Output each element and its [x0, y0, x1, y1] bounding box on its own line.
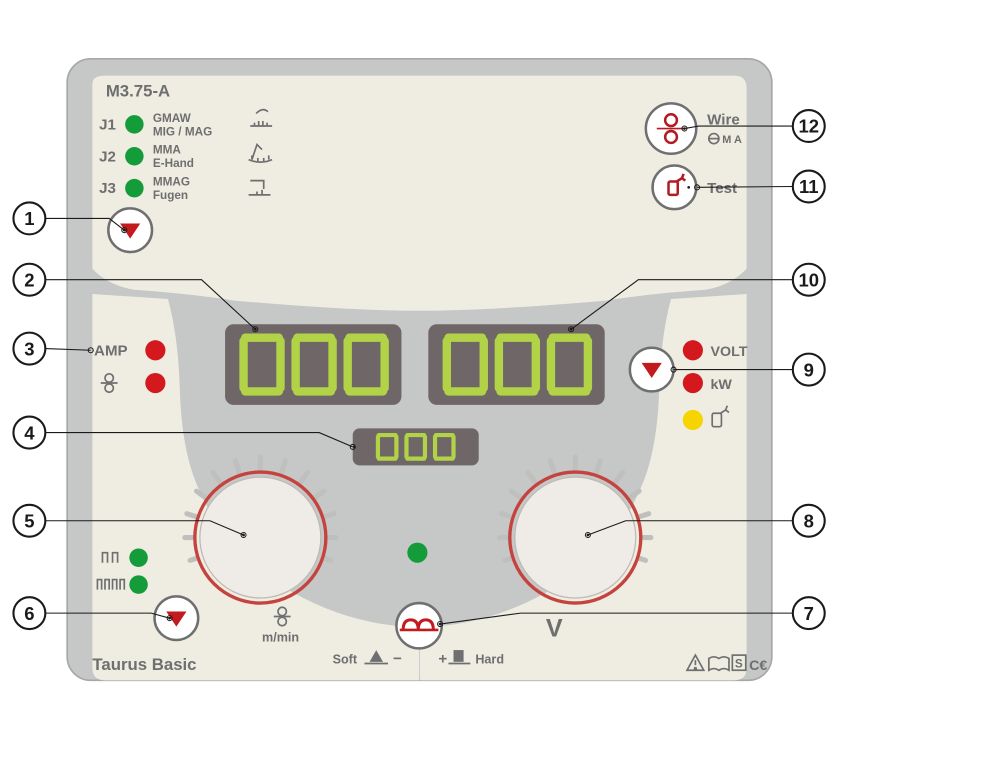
volt-led [683, 340, 703, 360]
svg-text:6: 6 [24, 603, 34, 624]
warning-icon [687, 655, 704, 670]
callout-5: 5 [13, 505, 45, 537]
arc-hard-label: Hard [475, 653, 504, 667]
hard-icon [448, 650, 470, 663]
callout-9: 9 [793, 354, 825, 386]
gas-bottle-icon [712, 406, 729, 427]
job3-code: J3 [99, 180, 116, 197]
wire-sub-label: M A [722, 134, 742, 146]
beige-top [92, 76, 746, 311]
center-status-led [407, 543, 427, 563]
amp-label: AMP [94, 342, 128, 359]
right-knob-ticks [500, 457, 651, 560]
wire-sub-icon [709, 134, 719, 144]
svg-text:10: 10 [798, 269, 819, 290]
panel-svg: M3.75-A J1 GMAW MIG / MAG J2 MMA E-Hand … [0, 0, 839, 740]
electrode-icon [249, 145, 273, 163]
callout-1: 1 [13, 202, 45, 234]
svg-text:2: 2 [24, 269, 34, 290]
svg-text:S: S [735, 658, 743, 671]
torch-icon-1 [250, 110, 272, 126]
svg-text:9: 9 [804, 359, 814, 380]
main-display-right [428, 324, 604, 405]
arc-soft-label: Soft [333, 653, 358, 667]
amp-led [145, 340, 165, 360]
job1-led [125, 115, 143, 133]
job3-label-1: MMAG [153, 176, 190, 189]
callout-3: 3 [13, 333, 45, 365]
arc-choke-button[interactable] [396, 603, 441, 648]
left-knob-ticks [185, 457, 336, 560]
job-select-button[interactable] [108, 208, 152, 252]
two-tact-icon [102, 553, 117, 563]
gouge-icon [249, 181, 271, 195]
test-button[interactable] [653, 165, 697, 209]
four-tact-led [129, 575, 147, 593]
job2-led [125, 147, 143, 165]
callout-12: 12 [793, 110, 825, 142]
gas-led [683, 410, 703, 430]
svg-text:3: 3 [24, 338, 34, 359]
diagram-canvas: M3.75-A J1 GMAW MIG / MAG J2 MMA E-Hand … [0, 0, 999, 781]
two-tact-led [129, 548, 147, 566]
test-label: Test [707, 180, 737, 197]
wire-button[interactable] [646, 103, 696, 153]
job2-code: J2 [99, 148, 116, 165]
leader-targets [88, 126, 699, 627]
job1-label-1: GMAW [153, 112, 192, 125]
svg-text:8: 8 [804, 510, 814, 531]
job3-label-2: Fugen [153, 189, 188, 202]
job2-label-2: E-Hand [153, 157, 194, 170]
soft-icon [364, 650, 388, 663]
beige-left [92, 294, 419, 680]
job3-led [125, 179, 143, 197]
product-name: Taurus Basic [92, 655, 196, 674]
callout-4: 4 [13, 417, 45, 449]
svg-text:12: 12 [798, 116, 819, 137]
left-knob[interactable] [195, 472, 326, 603]
model-label: M3.75-A [106, 82, 170, 101]
svg-text:7: 7 [804, 603, 814, 624]
minus-label: − [393, 651, 402, 668]
small-display-digits [378, 435, 454, 459]
wire-label: Wire [707, 111, 740, 128]
left-knob-unit: m/min [262, 631, 299, 645]
s-mark-icon: S [732, 655, 745, 671]
job1-label-2: MIG / MAG [153, 125, 212, 138]
callout-7: 7 [793, 597, 825, 629]
main-display-left [225, 324, 401, 405]
svg-text:11: 11 [799, 176, 819, 197]
four-tact-icon [97, 580, 124, 590]
display-right-select-button[interactable] [630, 348, 674, 392]
small-display [353, 428, 479, 465]
callout-10: 10 [793, 264, 825, 296]
wirespeed-amp-led [145, 373, 165, 393]
volt-label: VOLT [711, 344, 748, 360]
svg-text:5: 5 [24, 510, 34, 531]
wire-speed-icon-knob [274, 607, 291, 625]
ce-mark: C€ [749, 658, 767, 674]
wire-speed-icon-left [101, 374, 118, 392]
svg-text:1: 1 [24, 208, 34, 229]
leader-lines [45, 126, 792, 624]
callout-8: 8 [793, 505, 825, 537]
right-knob-unit: V [546, 615, 563, 643]
plus-label: + [438, 651, 447, 668]
beige-right [420, 294, 747, 680]
right-knob[interactable] [510, 472, 641, 603]
kw-led [683, 373, 703, 393]
tact-select-button[interactable] [155, 596, 199, 640]
main-display-right-digits [447, 338, 588, 392]
callout-11: 11 [793, 171, 825, 203]
manual-icon [709, 657, 729, 670]
svg-text:4: 4 [24, 422, 35, 443]
panel-base [67, 59, 772, 680]
main-display-left-digits [240, 334, 384, 394]
callout-6: 6 [13, 597, 45, 629]
kw-label: kW [711, 377, 733, 393]
job1-code: J1 [99, 116, 116, 133]
callout-2: 2 [13, 264, 45, 296]
job2-label-1: MMA [153, 144, 182, 157]
